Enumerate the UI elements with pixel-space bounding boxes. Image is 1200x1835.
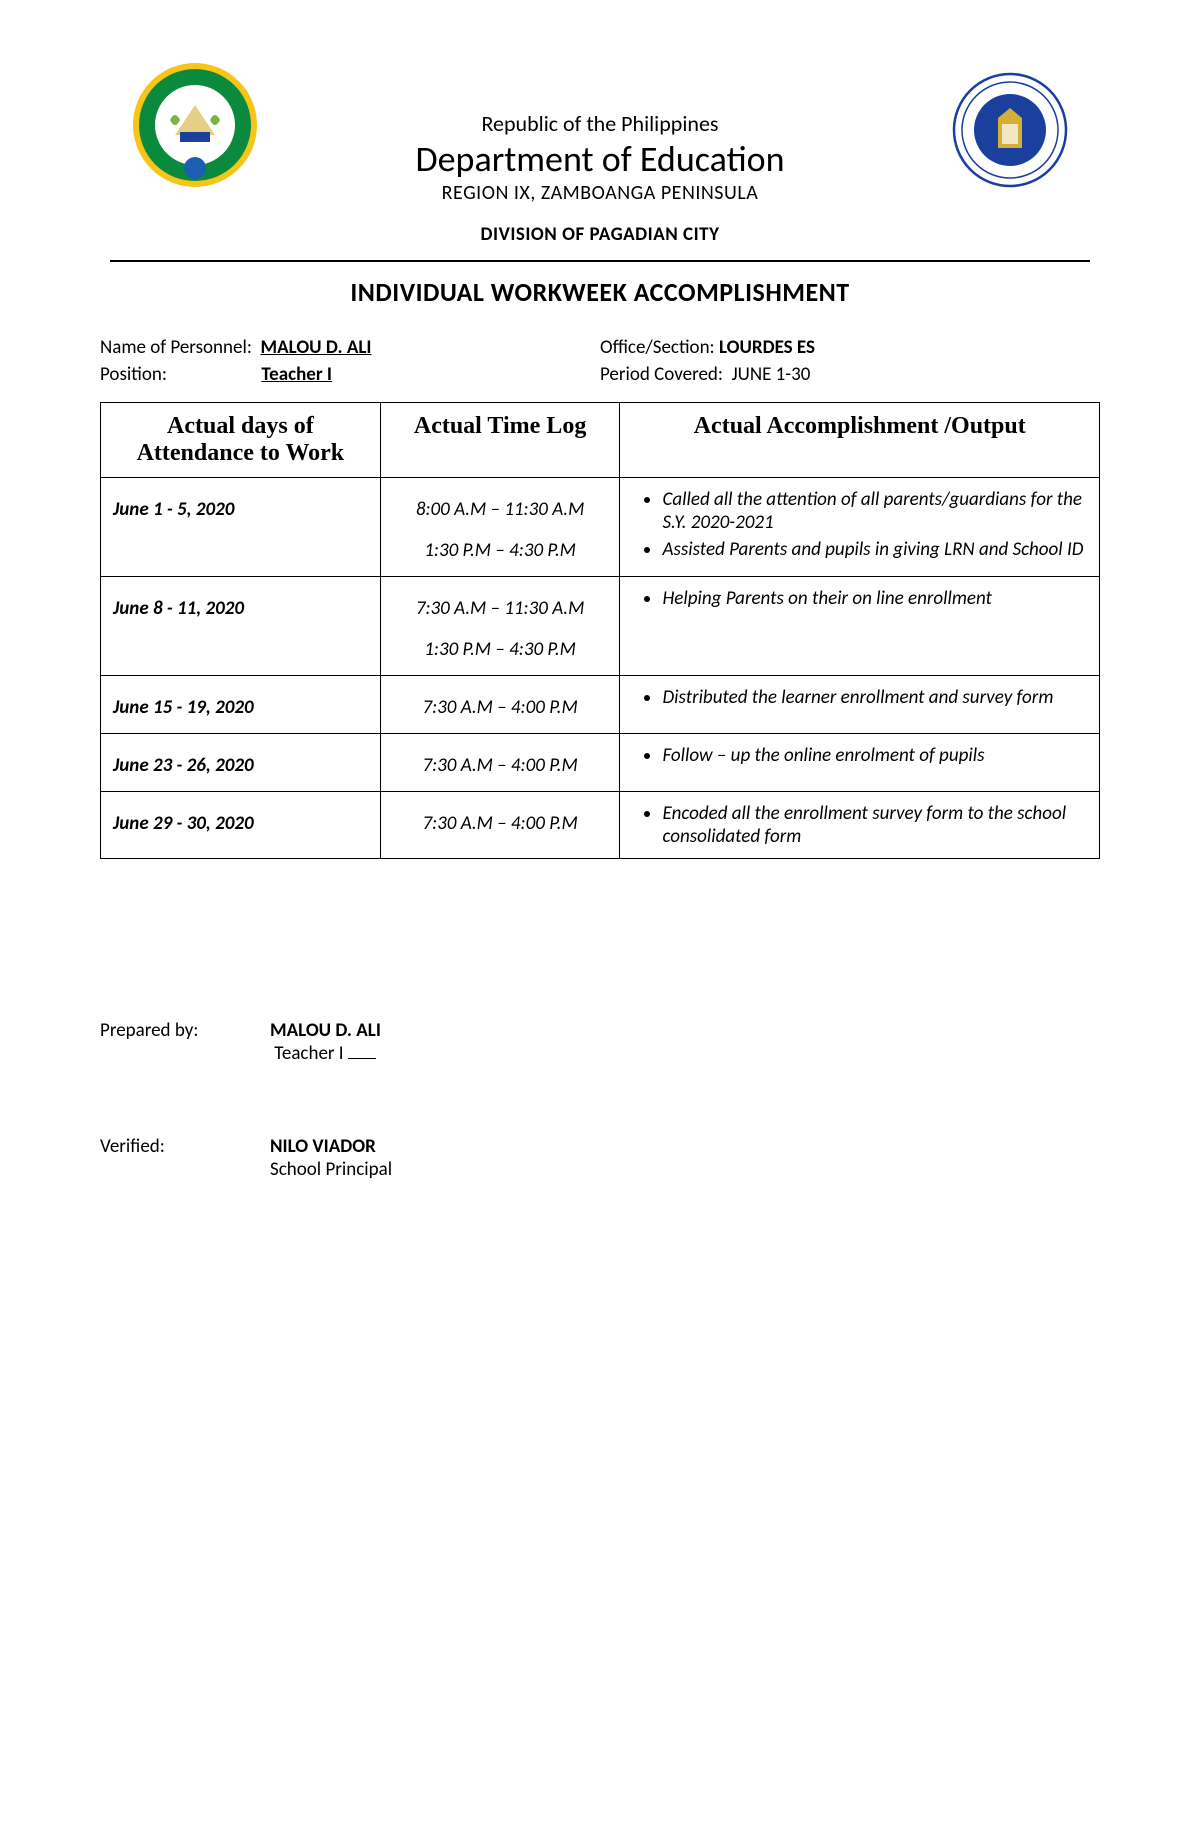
division-seal-left (130, 60, 260, 195)
output-list: Encoded all the enrollment survey form t… (628, 800, 1087, 850)
verified-title: School Principal (270, 1158, 392, 1181)
cell-output: Encoded all the enrollment survey form t… (620, 792, 1100, 859)
office-value: LOURDES ES (719, 336, 815, 359)
period-value: JUNE 1-30 (732, 363, 811, 386)
output-item: Distributed the learner enrollment and s… (662, 684, 1087, 711)
personnel-info: Name of Personnel: MALOU D. ALI Office/S… (100, 336, 1100, 386)
col-header-output: Actual Accomplishment /Output (620, 403, 1100, 478)
cell-timelog: 7:30 A.M – 4:00 P.M (380, 792, 620, 859)
division-line: DIVISION OF PAGADIAN CITY (100, 223, 1100, 250)
cell-date: June 1 - 5, 2020 (101, 478, 381, 577)
signatures-block: Prepared by: MALOU D. ALI Teacher I Veri… (100, 1019, 1100, 1181)
period-label: Period Covered: (600, 363, 723, 386)
office-row: Office/Section: LOURDES ES (600, 336, 1100, 359)
verified-row: Verified: NILO VIADOR School Principal (100, 1135, 1100, 1181)
deped-seal-right (950, 70, 1070, 195)
prepared-label: Prepared by: (100, 1019, 270, 1065)
cell-date: June 23 - 26, 2020 (101, 734, 381, 792)
time-line: 7:30 A.M – 4:00 P.M (393, 696, 608, 719)
output-list: Distributed the learner enrollment and s… (628, 684, 1087, 711)
cell-date: June 29 - 30, 2020 (101, 792, 381, 859)
table-row: June 29 - 30, 2020 7:30 A.M – 4:00 P.M Enc… (101, 792, 1100, 859)
col-header-timelog: Actual Time Log (380, 403, 620, 478)
period-row: Period Covered: JUNE 1-30 (600, 363, 1100, 386)
position-label: Position: (100, 363, 167, 386)
document-title: INDIVIDUAL WORKWEEK ACCOMPLISHMENT (100, 276, 1100, 308)
output-list: Helping Parents on their on line enrollm… (628, 585, 1087, 612)
cell-output: Helping Parents on their on line enrollm… (620, 577, 1100, 676)
output-item: Assisted Parents and pupils in giving LR… (662, 536, 1087, 563)
table-row: June 8 - 11, 2020 7:30 A.M – 11:30 A.M 1:3… (101, 577, 1100, 676)
cell-output: Called all the attention of all parents/… (620, 478, 1100, 577)
name-row: Name of Personnel: MALOU D. ALI (100, 336, 600, 359)
name-value: MALOU D. ALI (261, 336, 372, 359)
accomplishment-table: Actual days of Attendance to Work Actual… (100, 402, 1100, 859)
table-header-row: Actual days of Attendance to Work Actual… (101, 403, 1100, 478)
verified-name: NILO VIADOR (270, 1135, 392, 1158)
prepared-by-row: Prepared by: MALOU D. ALI Teacher I (100, 1019, 1100, 1065)
header-divider (110, 260, 1090, 262)
table-row: June 1 - 5, 2020 8:00 A.M – 11:30 A.M 1:30… (101, 478, 1100, 577)
cell-date: June 15 - 19, 2020 (101, 676, 381, 734)
output-list: Called all the attention of all parents/… (628, 486, 1087, 563)
output-list: Follow – up the online enrolment of pupi… (628, 742, 1087, 769)
output-item: Helping Parents on their on line enrollm… (662, 585, 1087, 612)
output-item: Follow – up the online enrolment of pupi… (662, 742, 1087, 769)
time-line: 7:30 A.M – 4:00 P.M (393, 754, 608, 777)
time-line: 8:00 A.M – 11:30 A.M (393, 498, 608, 521)
cell-timelog: 7:30 A.M – 11:30 A.M 1:30 P.M – 4:30 P.M (380, 577, 620, 676)
prepared-name: MALOU D. ALI (270, 1019, 381, 1042)
time-line: 1:30 P.M – 4:30 P.M (393, 539, 608, 562)
office-label: Office/Section: (600, 336, 715, 359)
cell-output: Follow – up the online enrolment of pupi… (620, 734, 1100, 792)
time-line: 1:30 P.M – 4:30 P.M (393, 638, 608, 661)
position-value: Teacher I (261, 363, 332, 386)
prepared-title: Teacher I (270, 1042, 381, 1065)
table-row: June 23 - 26, 2020 7:30 A.M – 4:00 P.M Fol… (101, 734, 1100, 792)
prepared-name-block: MALOU D. ALI Teacher I (270, 1019, 381, 1065)
output-item: Encoded all the enrollment survey form t… (662, 800, 1087, 850)
cell-timelog: 7:30 A.M – 4:00 P.M (380, 676, 620, 734)
document-header: Republic of the Philippines Department o… (100, 60, 1100, 250)
output-item: Called all the attention of all parents/… (662, 486, 1087, 536)
cell-timelog: 8:00 A.M – 11:30 A.M 1:30 P.M – 4:30 P.M (380, 478, 620, 577)
cell-timelog: 7:30 A.M – 4:00 P.M (380, 734, 620, 792)
verified-label: Verified: (100, 1135, 270, 1181)
table-row: June 15 - 19, 2020 7:30 A.M – 4:00 P.M Dis… (101, 676, 1100, 734)
cell-date: June 8 - 11, 2020 (101, 577, 381, 676)
position-row: Position: Teacher I (100, 363, 600, 386)
time-line: 7:30 A.M – 4:00 P.M (393, 812, 608, 835)
verified-name-block: NILO VIADOR School Principal (270, 1135, 392, 1181)
time-line: 7:30 A.M – 11:30 A.M (393, 597, 608, 620)
cell-output: Distributed the learner enrollment and s… (620, 676, 1100, 734)
col-header-attendance: Actual days of Attendance to Work (101, 403, 381, 478)
name-label: Name of Personnel: (100, 336, 252, 359)
